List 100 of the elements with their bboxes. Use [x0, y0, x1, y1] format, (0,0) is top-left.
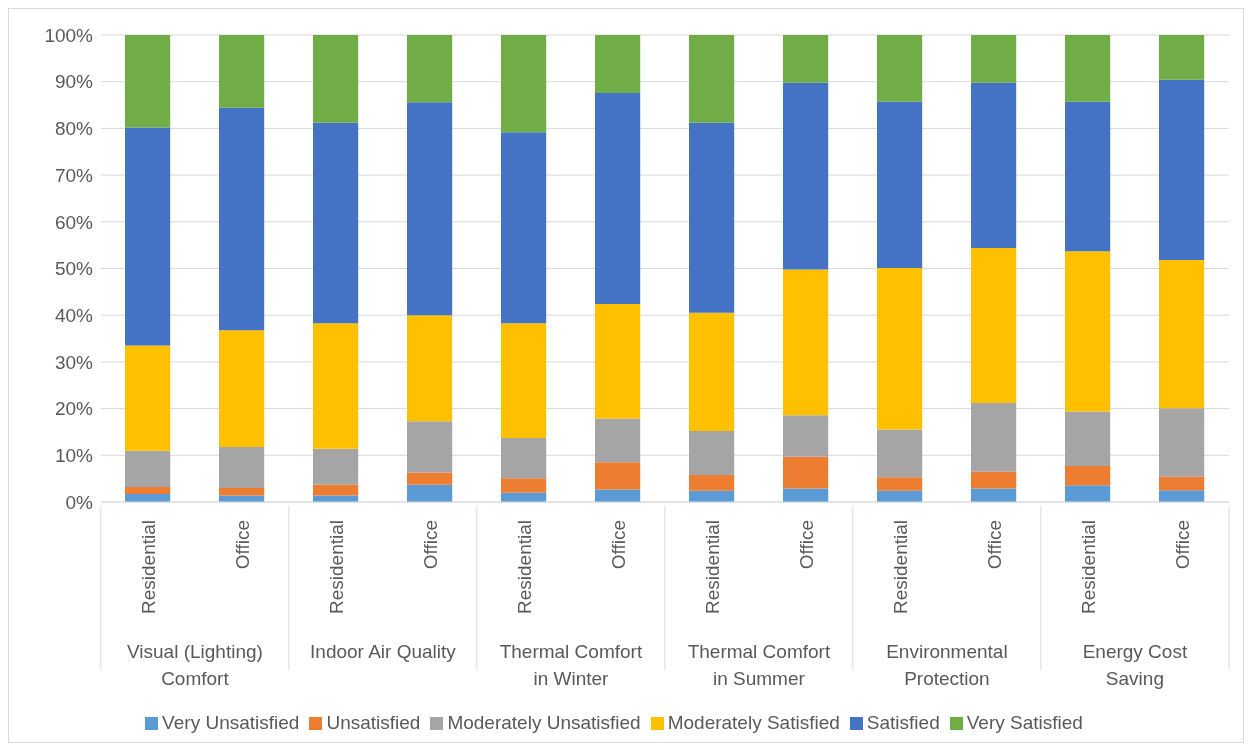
text: Energy Cost Saving [1082, 641, 1188, 689]
bar [219, 495, 265, 502]
bar [313, 484, 359, 496]
x-tick-label: Office [1171, 520, 1193, 570]
bar [125, 35, 171, 128]
bar [877, 268, 923, 430]
bar [219, 446, 265, 488]
bar [595, 35, 641, 93]
bar [783, 82, 829, 270]
x-tick-label: Office [607, 520, 629, 570]
y-tick-label: 70% [54, 164, 94, 186]
legend-label: Satisfied [866, 712, 940, 733]
y-tick-label: 30% [54, 351, 94, 373]
text: Thermal Comfort in Winter [499, 641, 643, 689]
bar [595, 92, 641, 304]
bar [1159, 476, 1205, 491]
bar [1159, 35, 1205, 80]
x-tick-label: Office [795, 520, 817, 570]
bar [501, 323, 547, 439]
bar [1159, 490, 1205, 502]
bar [689, 35, 735, 123]
bar [501, 438, 547, 479]
bar [125, 127, 171, 346]
x-tick-label: Residential [701, 520, 723, 614]
legend-label: Very Satisfied [966, 712, 1083, 733]
x-tick-label: Office [983, 520, 1005, 570]
bar [1159, 260, 1205, 409]
y-tick-label: 20% [54, 398, 94, 420]
x-tick-label: Residential [1077, 520, 1099, 614]
bar [783, 415, 829, 457]
y-tick-label: 0% [65, 491, 94, 513]
bar [313, 122, 359, 324]
bar [1065, 411, 1111, 467]
text: Thermal Comfort in Summer [687, 641, 831, 689]
bar [689, 474, 735, 491]
bar [1065, 485, 1111, 502]
legend-label: Very Unsatisfied [162, 712, 300, 733]
bar [407, 102, 453, 316]
bar [407, 315, 453, 422]
bar [219, 487, 265, 496]
bar [595, 462, 641, 490]
bar [877, 35, 923, 102]
bar [971, 488, 1017, 502]
bar [971, 247, 1017, 403]
bar [219, 330, 265, 447]
bar [1159, 408, 1205, 477]
x-tick-label: Office [419, 520, 441, 570]
text: Visual (Lighting) Comfort [126, 641, 263, 689]
x-tick-label: Residential [137, 520, 159, 614]
bar [783, 488, 829, 502]
bar [689, 431, 735, 475]
bar [783, 269, 829, 416]
legend-label: Unsatisfied [326, 712, 421, 733]
y-tick-label: 60% [54, 211, 94, 233]
text: Environmental Protection [886, 641, 1008, 689]
bar [971, 82, 1017, 248]
bar [125, 450, 171, 488]
y-tick-label: 80% [54, 118, 94, 140]
legend-label: Moderately Unsatisfied [447, 712, 641, 733]
bar [1065, 101, 1111, 252]
bar [877, 477, 923, 491]
bar [407, 472, 453, 485]
bar [595, 489, 641, 502]
bar [501, 478, 547, 493]
bar [313, 495, 359, 502]
bar [313, 35, 359, 123]
bar [783, 456, 829, 489]
bar [219, 35, 265, 108]
bar [971, 471, 1017, 489]
x-tick-label: Residential [513, 520, 535, 614]
x-tick-label: Residential [325, 520, 347, 614]
bar [125, 345, 171, 451]
y-tick-label: 10% [54, 445, 94, 467]
bar [689, 122, 735, 313]
bar [783, 35, 829, 83]
bar [407, 35, 453, 103]
bar [1065, 251, 1111, 412]
bar [125, 487, 171, 495]
bar [689, 312, 735, 432]
text: Indoor Air Quality [310, 641, 457, 662]
bar [1159, 79, 1205, 261]
bar [407, 421, 453, 473]
y-tick-label: 100% [44, 24, 94, 46]
bar [1065, 466, 1111, 486]
legend-label: Moderately Satisfied [667, 712, 840, 733]
bar [219, 107, 265, 331]
y-tick-label: 40% [54, 304, 94, 326]
bar [501, 35, 547, 133]
bar [501, 132, 547, 324]
bar [595, 303, 641, 419]
bar [1065, 35, 1111, 102]
bar [313, 448, 359, 485]
bar [877, 429, 923, 478]
bar [407, 484, 453, 502]
bar [595, 418, 641, 463]
bar [313, 323, 359, 449]
bar [971, 403, 1017, 472]
x-tick-label: Office [231, 520, 253, 570]
y-tick-label: 90% [54, 71, 94, 93]
y-tick-label: 50% [54, 258, 94, 280]
